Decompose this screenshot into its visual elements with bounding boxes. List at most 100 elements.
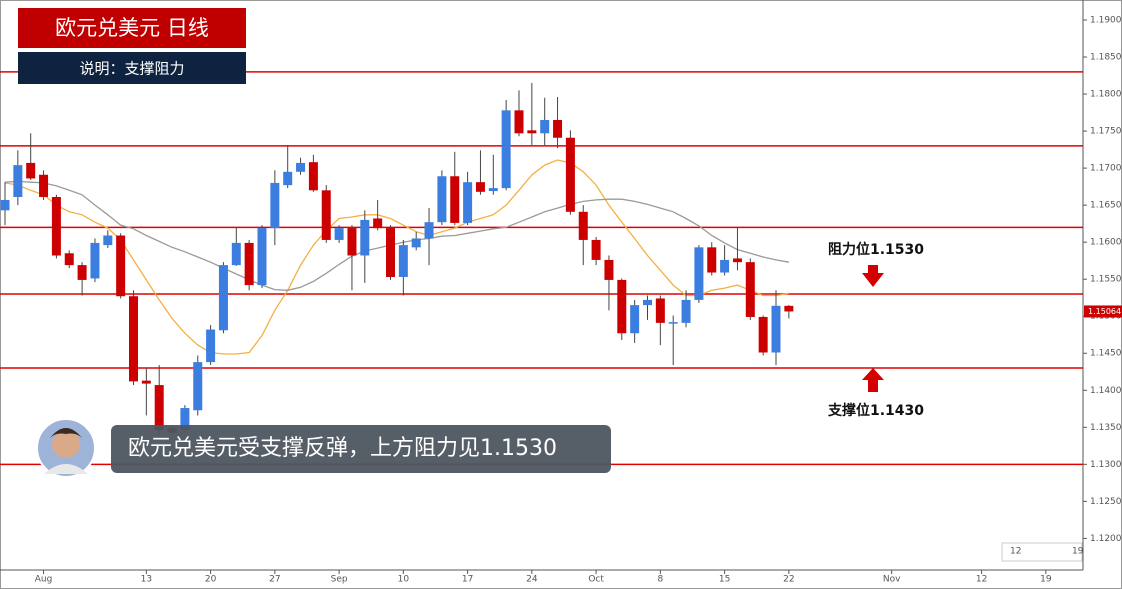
x-tick-label: 22 [783,575,794,585]
candle-body [475,182,485,192]
candle-body [116,235,126,297]
candle-body [193,362,203,411]
ma-line [4,180,790,291]
candle-body [347,228,357,256]
y-tick-label: 1.18000 [1090,90,1122,100]
candle-body [26,162,36,179]
candle-body [270,182,280,229]
x-tick-label: 8 [657,575,663,585]
annotation: 欧元兑美元受支撑反弹，上方阻力见1.1530 [128,436,557,461]
candle-body [565,137,575,212]
x-tick-label: 15 [719,575,730,585]
x-tick-label: Nov [883,575,901,585]
candle-body [720,259,730,273]
subtitle-box [18,52,246,84]
navigator-label: 19 [1072,547,1084,557]
candle-body [206,329,216,363]
candle-body [591,239,601,260]
candle-body [103,235,113,246]
y-tick-label: 1.12000 [1090,534,1122,544]
annotation-box [111,425,611,473]
candle-body [180,408,190,431]
last-price-tag [1084,305,1122,318]
candle-body [707,247,717,273]
candle-body [540,119,550,134]
candle-body [655,298,665,323]
x-tick-label: 24 [526,575,538,585]
candle-body [424,222,434,239]
candle-body [694,247,704,300]
candle-body [51,196,61,256]
candle-body [745,262,755,317]
y-tick-label: 1.17000 [1090,164,1122,174]
candle-body [553,119,563,138]
candle-body [398,245,408,277]
candle-body [527,130,537,134]
candle-body [321,190,331,240]
candle-body [244,242,254,286]
candle-body [64,253,74,266]
avatar [36,418,96,478]
candle-body [463,182,473,223]
candle-body [501,110,511,189]
ma-line [4,159,790,355]
candle-body [154,385,164,431]
candle-body [771,305,781,353]
y-tick-label: 1.16500 [1090,201,1122,211]
x-tick-label: Sep [331,575,348,585]
candle-body [257,228,267,286]
y-tick-label: 1.14000 [1090,386,1122,396]
candle-body [630,305,640,334]
candle-body [141,380,151,384]
candle-body [488,188,498,192]
candle-body [758,316,768,353]
candle-body [643,299,652,306]
candle-body [681,299,691,323]
candle-body [13,165,23,197]
candle-body [296,162,306,172]
candle-body [218,265,228,331]
x-tick-label: Aug [35,575,53,585]
x-tick-label: Oct [588,575,604,585]
candle-body [732,258,742,263]
resistance-label: 阻力位1.1530 [828,241,924,258]
last-price-label: 1.15064 [1088,307,1121,316]
y-tick-label: 1.18500 [1090,53,1122,63]
navigator-label: 12 [1010,547,1021,557]
navigator [1001,542,1083,562]
y-tick-label: 1.14500 [1090,349,1122,359]
candle-body [360,219,370,256]
candle-body [373,218,383,229]
down-arrow [862,265,884,287]
candle-body [450,176,460,223]
x-tick-label: 20 [205,575,217,585]
up-arrow [862,368,884,392]
chart-title: 欧元兑美元 日线 [55,16,209,40]
candle-body [437,176,447,223]
candle-body [668,322,678,324]
candle-body [283,171,293,186]
candle-body [77,265,87,280]
x-tick-label: 19 [1040,575,1052,585]
x-tick-label: 17 [462,575,473,585]
title-box [18,8,246,48]
x-tick-label: 12 [976,575,987,585]
y-tick-label: 1.13000 [1090,460,1122,470]
y-tick-label: 1.16000 [1090,238,1122,248]
x-tick-label: 10 [398,575,410,585]
candle-body [0,199,10,211]
y-tick-label: 1.19000 [1090,15,1122,25]
candle-body [514,110,524,134]
candle-body [617,279,627,334]
candle-body [39,174,49,197]
candle-body [411,238,421,248]
candle-body [231,242,241,266]
candle-body [604,259,614,280]
x-tick-label: 13 [141,575,152,585]
y-tick-label: 1.17500 [1090,127,1122,137]
candle-body [334,228,344,240]
candle-body [90,242,100,279]
support-label: 支撑位1.1430 [827,402,924,419]
